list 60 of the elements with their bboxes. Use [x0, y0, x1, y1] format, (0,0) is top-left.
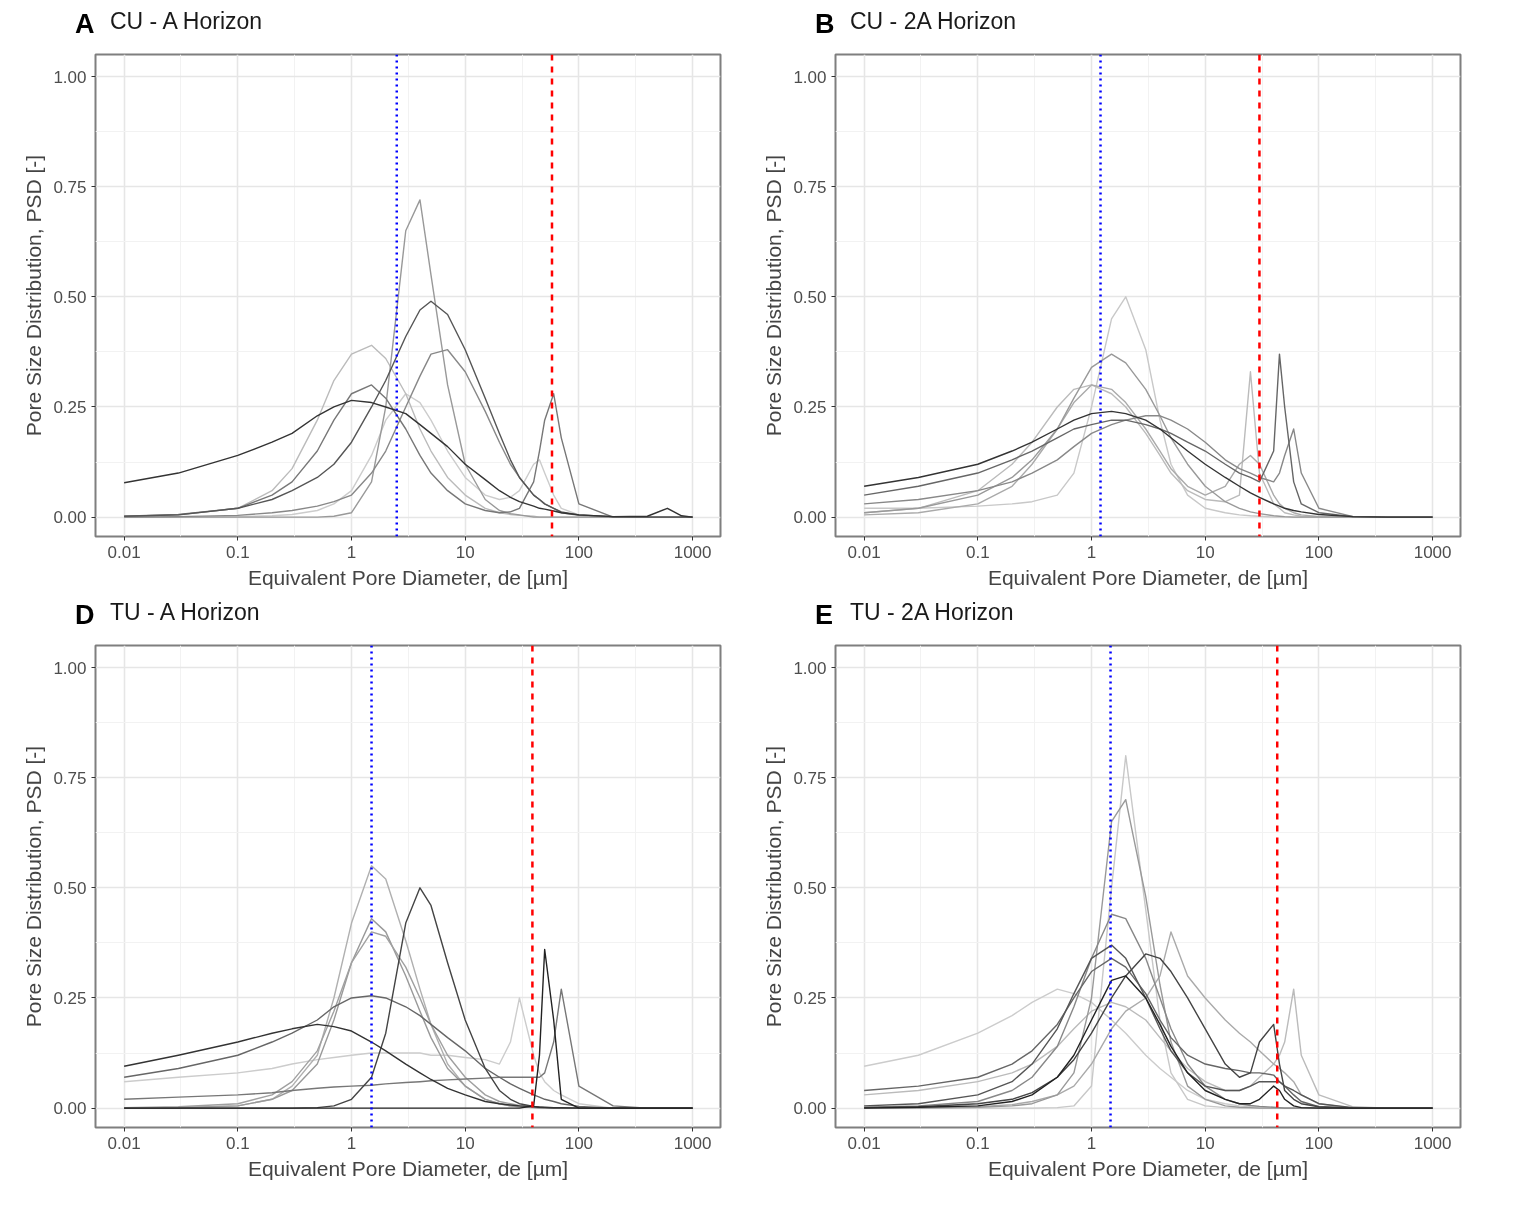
y-tick-label: 0.75: [53, 177, 87, 197]
y-tick-label: 0.25: [53, 988, 87, 1008]
x-tick-label: 0.1: [226, 542, 250, 562]
x-tick-label: 1000: [673, 542, 712, 562]
y-axis-title: Pore Size Distribution, PSD [-]: [762, 745, 786, 1028]
chart-title: TU - 2A Horizon: [850, 598, 1014, 627]
y-tick-label: 0.75: [793, 177, 827, 197]
y-axis-title: Pore Size Distribution, PSD [-]: [22, 154, 46, 437]
x-tick-label: 1000: [673, 1133, 712, 1153]
y-axis-title: Pore Size Distribution, PSD [-]: [762, 154, 786, 437]
x-tick-label: 10: [455, 1133, 475, 1153]
y-tick-label: 0.75: [793, 768, 827, 788]
x-axis-title: Equivalent Pore Diameter, de [µm]: [247, 1156, 569, 1180]
x-axis-title: Equivalent Pore Diameter, de [µm]: [247, 565, 569, 589]
y-tick-label: 1.00: [53, 67, 87, 87]
x-tick-label: 1: [1086, 542, 1097, 562]
x-tick-label: 0.01: [107, 542, 141, 562]
y-tick-label: 0.50: [53, 878, 87, 898]
text: B: [815, 8, 835, 41]
y-tick-label: 0.25: [53, 397, 87, 417]
y-tick-label: 0.00: [53, 508, 87, 528]
text: D: [75, 599, 95, 632]
x-axis-title: Equivalent Pore Diameter, de [µm]: [987, 1156, 1309, 1180]
x-tick-label: 10: [455, 542, 475, 562]
x-tick-label: 0.1: [226, 1133, 250, 1153]
x-tick-label: 10: [1195, 542, 1215, 562]
x-tick-label: 0.1: [966, 542, 990, 562]
x-tick-label: 1: [1086, 1133, 1097, 1153]
y-tick-label: 0.75: [53, 768, 87, 788]
y-axis-title: Pore Size Distribution, PSD [-]: [22, 745, 46, 1028]
x-tick-label: 0.01: [847, 542, 881, 562]
text: A: [75, 8, 95, 41]
y-tick-label: 0.50: [793, 287, 827, 307]
y-tick-label: 0.00: [53, 1099, 87, 1119]
x-tick-label: 0.01: [107, 1133, 141, 1153]
y-tick-label: 1.00: [793, 67, 827, 87]
y-tick-label: 0.25: [793, 397, 827, 417]
text: E: [815, 599, 834, 632]
y-tick-label: 0.00: [793, 508, 827, 528]
x-tick-label: 100: [564, 542, 594, 562]
x-tick-label: 1000: [1413, 542, 1452, 562]
chart-title: CU - 2A Horizon: [850, 7, 1017, 36]
y-tick-label: 0.50: [793, 878, 827, 898]
x-tick-label: 1000: [1413, 1133, 1452, 1153]
x-tick-label: 1: [346, 1133, 357, 1153]
chart-title: TU - A Horizon: [110, 598, 260, 627]
x-tick-label: 1: [346, 542, 357, 562]
x-tick-label: 0.01: [847, 1133, 881, 1153]
x-tick-label: 0.1: [966, 1133, 990, 1153]
x-tick-label: 10: [1195, 1133, 1215, 1153]
y-tick-label: 1.00: [53, 658, 87, 678]
x-axis-title: Equivalent Pore Diameter, de [µm]: [987, 565, 1309, 589]
x-tick-label: 100: [1304, 1133, 1334, 1153]
x-tick-label: 100: [1304, 542, 1334, 562]
y-tick-label: 0.50: [53, 287, 87, 307]
y-tick-label: 0.25: [793, 988, 827, 1008]
y-tick-label: 1.00: [793, 658, 827, 678]
x-tick-label: 100: [564, 1133, 594, 1153]
y-tick-label: 0.00: [793, 1099, 827, 1119]
chart-title: CU - A Horizon: [110, 7, 263, 36]
